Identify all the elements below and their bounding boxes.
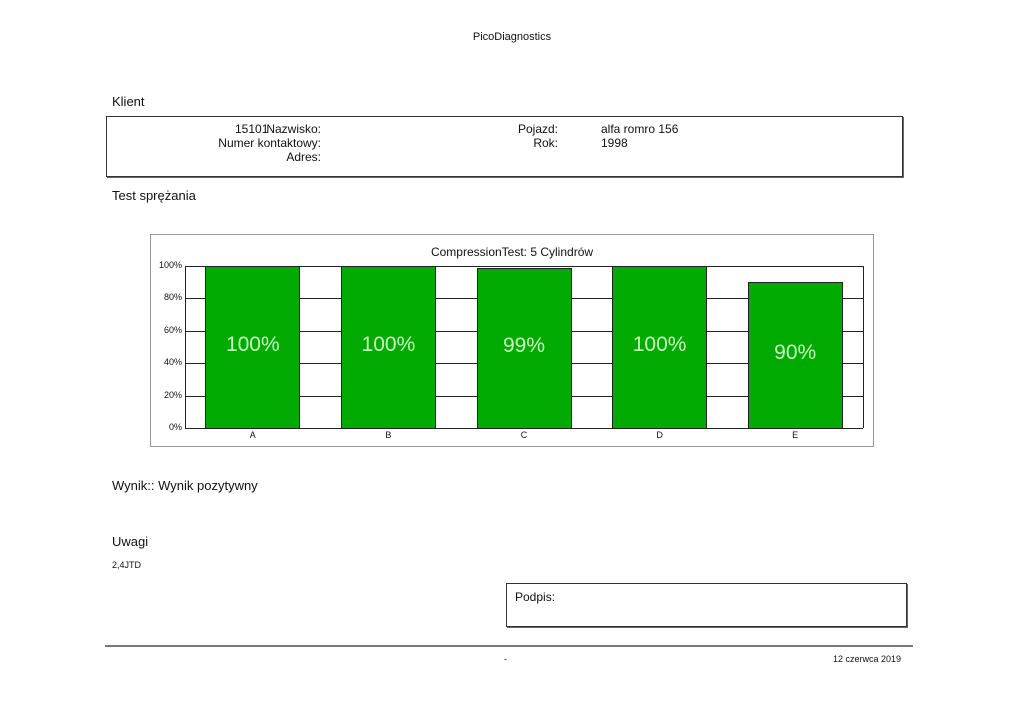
bar-value-label: 100% [632, 333, 687, 356]
result-text: Wynik:: Wynik pozytywny [112, 478, 258, 493]
y-tick-label: 60% [163, 324, 182, 335]
year-label: Rok: [533, 136, 558, 150]
y-tick-label: 20% [163, 389, 182, 400]
plot-right-border [863, 266, 864, 428]
notes-section-title: Uwagi [112, 534, 149, 549]
notes-text: 2,4JTD [112, 560, 142, 570]
y-tick-label: 0% [168, 422, 182, 432]
bar-value-label: 100% [225, 333, 280, 356]
x-tick-label: A [249, 430, 256, 440]
address-label: Adres: [286, 150, 321, 164]
report-title: PicoDiagnostics [472, 31, 552, 43]
bar-E [747, 282, 843, 429]
vehicle-value: alfa romro 156 [601, 122, 679, 136]
x-tick-label: B [385, 430, 392, 440]
year-value: 1998 [601, 136, 628, 150]
client-section-title: Klient [112, 94, 145, 109]
bar-D [612, 266, 708, 429]
vehicle-label: Pojazd: [517, 122, 558, 136]
signature-box: Podpis: [506, 583, 907, 627]
test-section-title: Test sprężania [112, 188, 196, 203]
chart-title: CompressionTest: 5 Cylindrów [430, 245, 594, 259]
client-info-box: Nazwisko: 15101 Numer kontaktowy: Adres:… [106, 116, 903, 177]
surname-label: Nazwisko: [266, 122, 321, 136]
bar-value-label: 100% [361, 333, 416, 356]
footer-date: 12 czerwca 2019 [833, 654, 902, 664]
x-tick-label: D [656, 430, 663, 440]
x-tick-label: E [792, 430, 799, 440]
y-tick-label: 40% [163, 357, 182, 368]
gridline [185, 266, 863, 267]
bar-B [340, 266, 436, 429]
footer-center: - [504, 654, 507, 664]
signature-label: Podpis: [515, 590, 556, 604]
contact-label: Numer kontaktowy: [218, 136, 321, 150]
bar-A [205, 266, 301, 429]
x-tick-label: C [520, 430, 528, 440]
bar-value-label: 99% [502, 333, 546, 357]
bar-value-label: 90% [774, 341, 817, 365]
y-tick-label: 100% [158, 260, 182, 270]
surname-value: 15101 [235, 122, 269, 136]
compression-chart: CompressionTest: 5 Cylindrów 0% 20% 40% 60%… [150, 234, 874, 447]
y-tick-label: 80% [163, 292, 182, 303]
y-axis [185, 266, 186, 428]
footer-divider [105, 645, 913, 647]
bar-C [476, 267, 572, 429]
